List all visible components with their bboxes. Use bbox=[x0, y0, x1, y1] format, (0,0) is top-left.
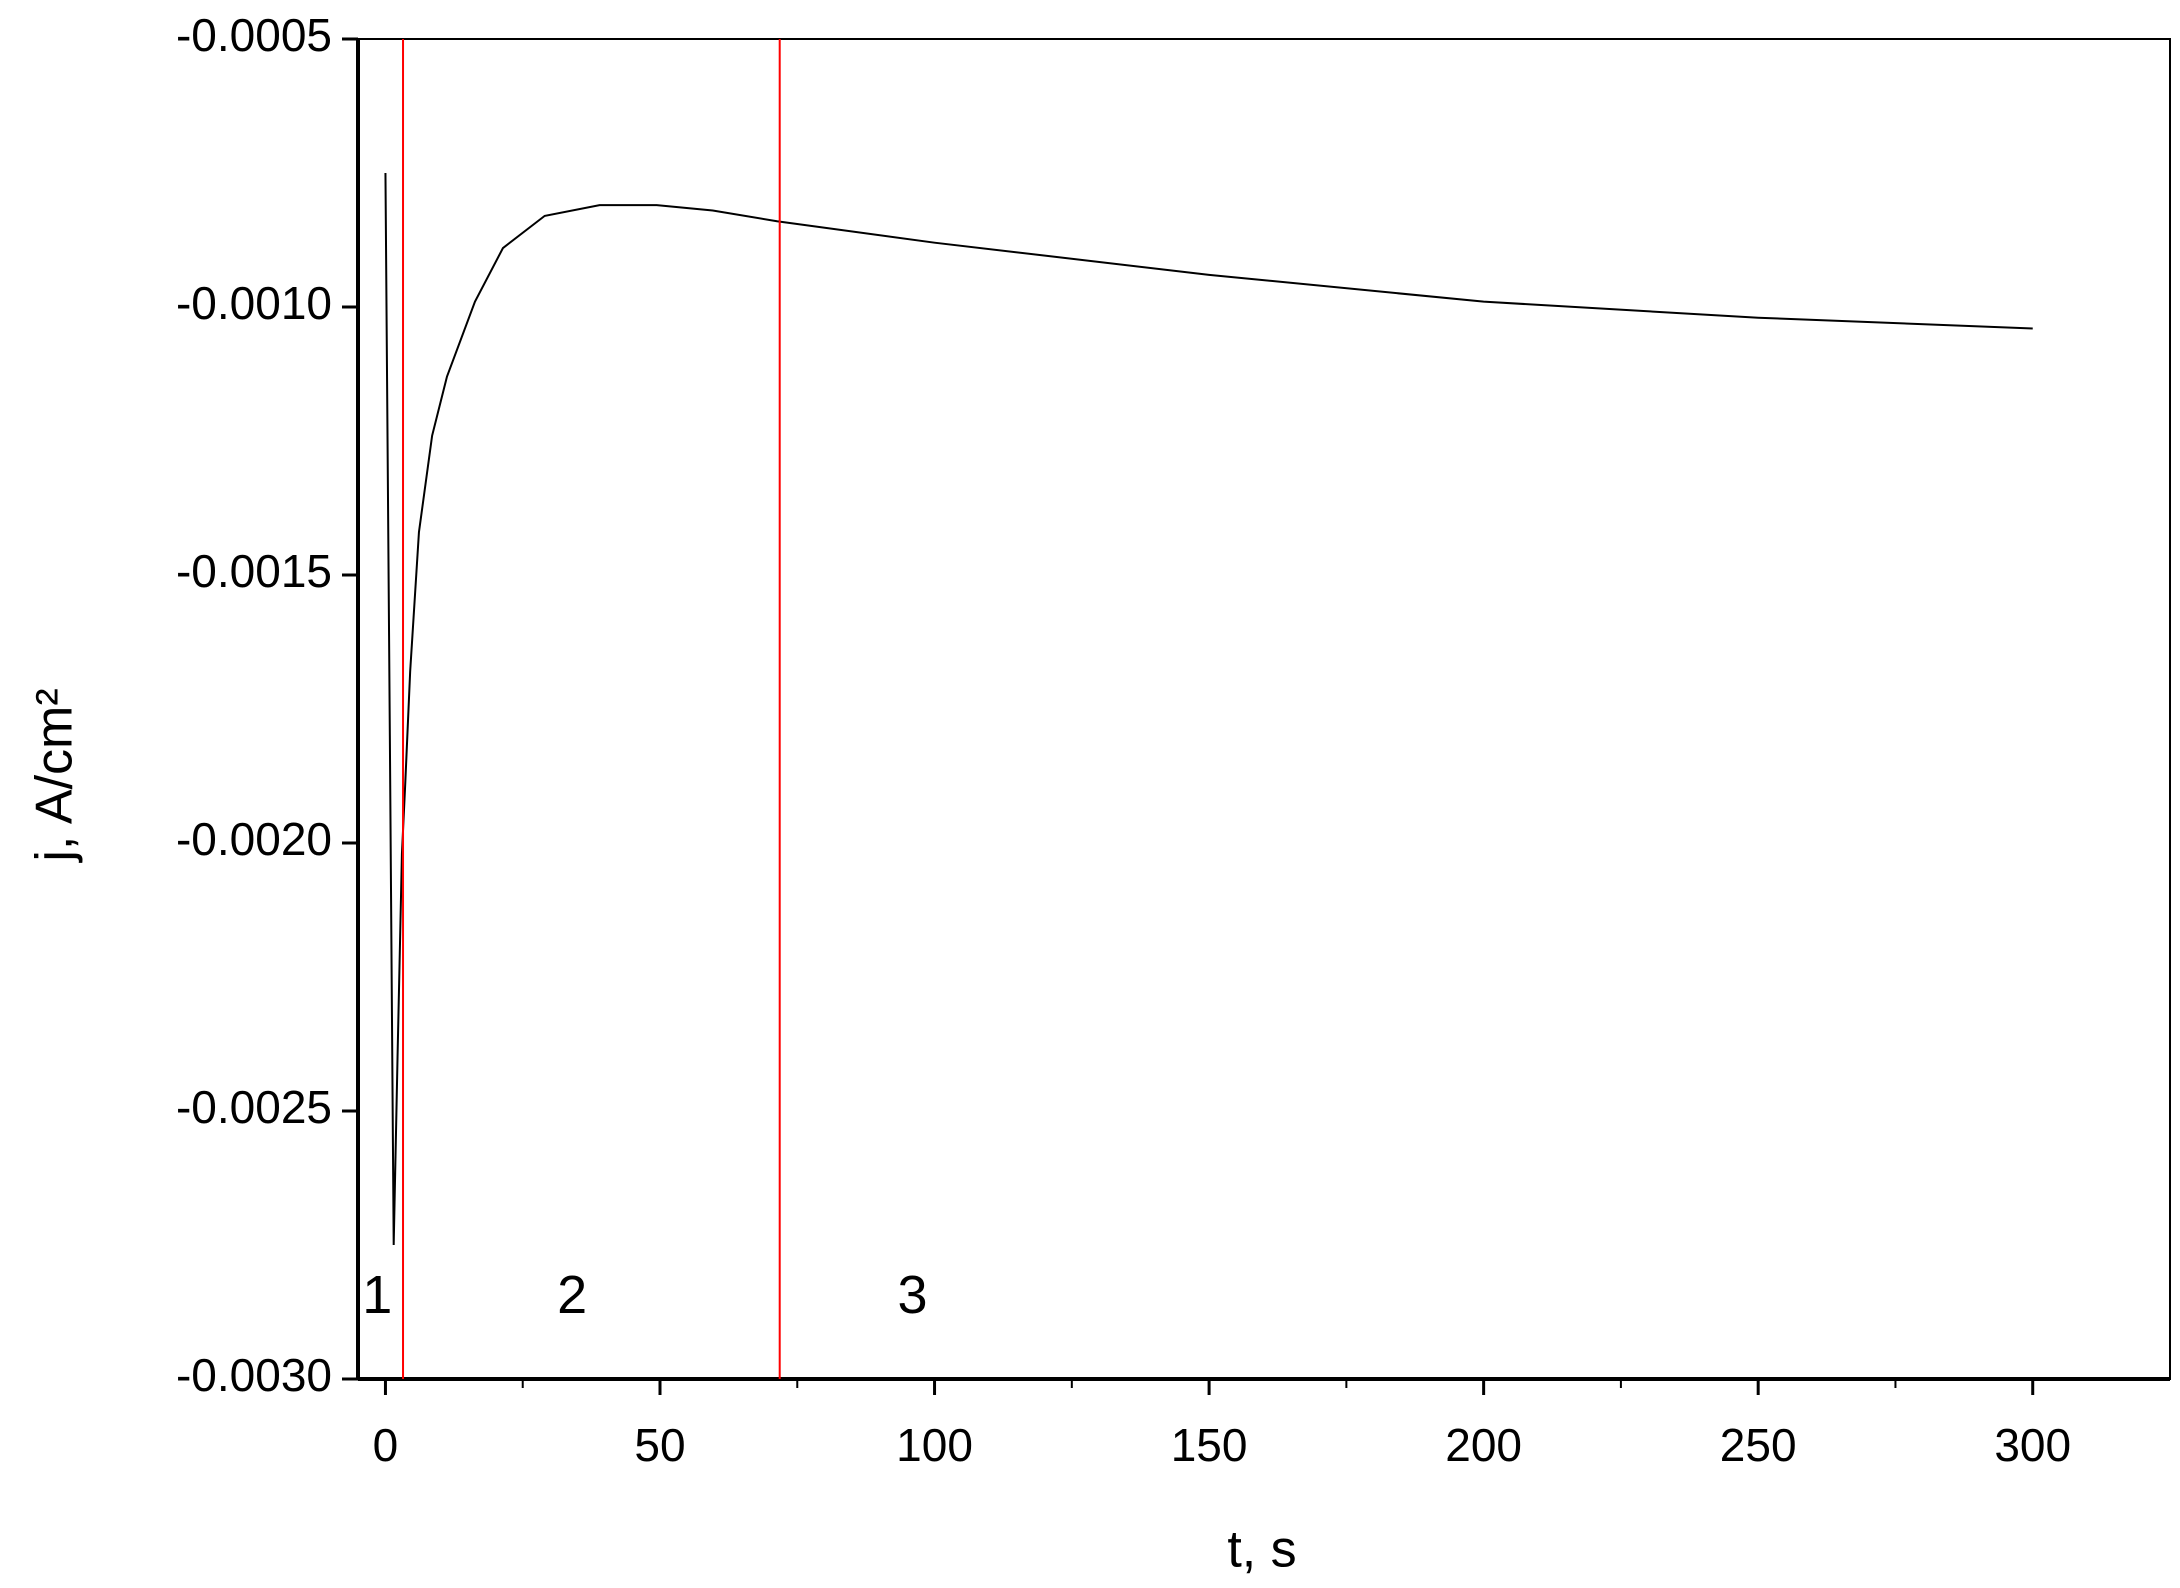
y-tick-label: -0.0005 bbox=[176, 9, 332, 61]
y-tick-label: -0.0025 bbox=[176, 1081, 332, 1133]
y-tick-label: -0.0020 bbox=[176, 813, 332, 865]
region-label: 1 bbox=[362, 1265, 392, 1325]
region-label: 3 bbox=[898, 1265, 928, 1325]
x-tick-label: 0 bbox=[373, 1419, 399, 1471]
x-tick-label: 50 bbox=[634, 1419, 685, 1471]
x-tick-label: 150 bbox=[1171, 1419, 1248, 1471]
x-tick-label: 100 bbox=[896, 1419, 973, 1471]
y-tick-label: -0.0010 bbox=[176, 277, 332, 329]
x-axis-title: t, s bbox=[1227, 1521, 1296, 1579]
y-axis-title: j, A/cm² bbox=[26, 688, 84, 863]
data-line bbox=[384, 172, 2033, 1246]
y-tick-label: -0.0015 bbox=[176, 545, 332, 597]
x-tick-label: 200 bbox=[1445, 1419, 1522, 1471]
plot-frame bbox=[357, 38, 2171, 1380]
y-tick-label: -0.0030 bbox=[176, 1349, 332, 1401]
x-tick-label: 250 bbox=[1720, 1419, 1797, 1471]
region-label: 2 bbox=[557, 1265, 587, 1325]
x-tick-label: 300 bbox=[1994, 1419, 2071, 1471]
